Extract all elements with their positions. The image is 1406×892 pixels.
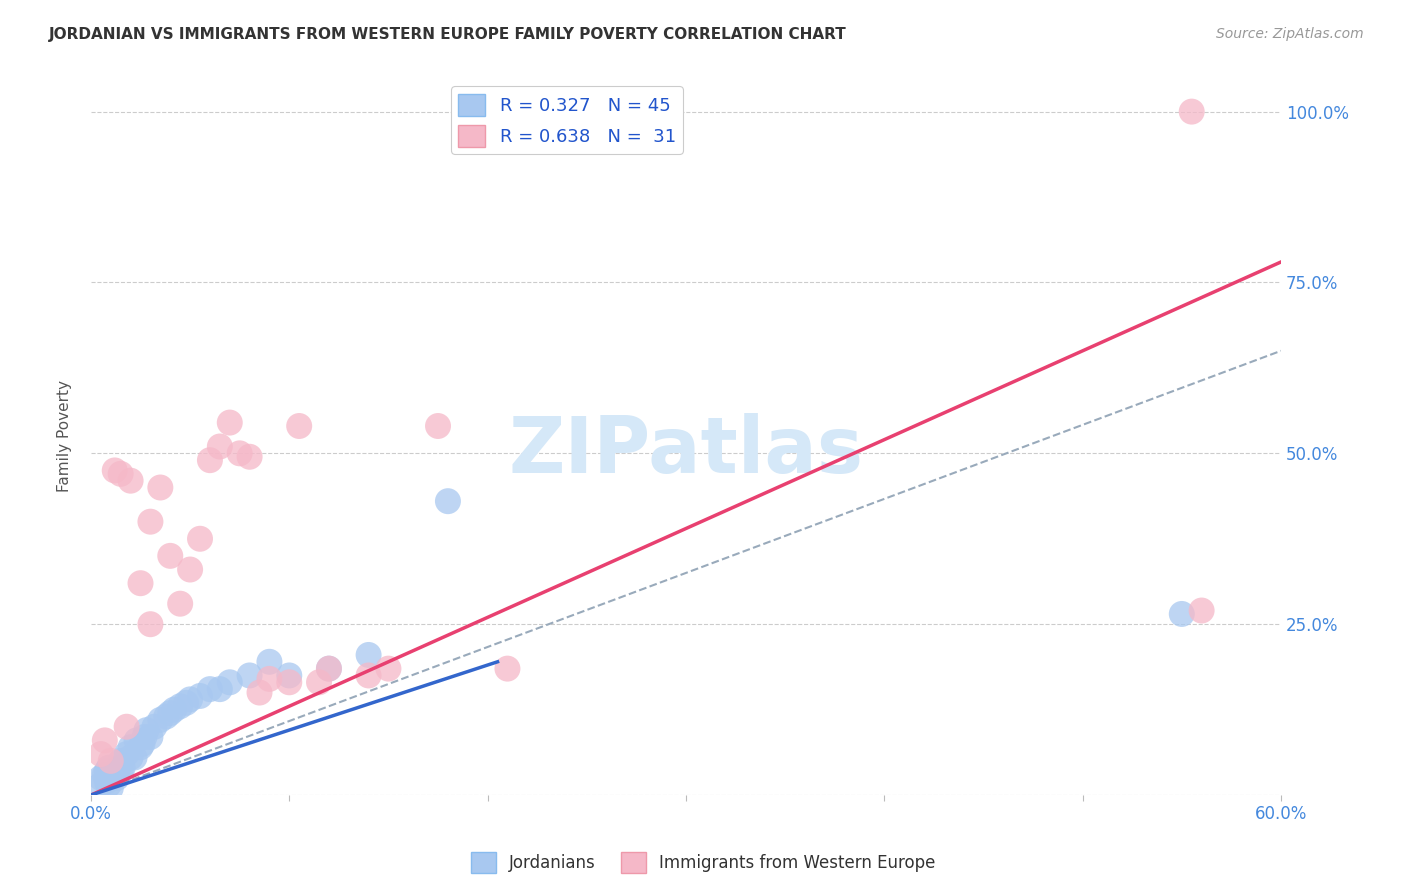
Point [104, 463, 127, 477]
Point [174, 696, 197, 710]
Legend: R = 0.327   N = 45, R = 0.638   N =  31: R = 0.327 N = 45, R = 0.638 N = 31 [451, 87, 683, 154]
Point [110, 467, 132, 481]
Point [139, 515, 162, 529]
Point [159, 706, 181, 720]
Point [100, 767, 122, 781]
Text: ZIPatlas: ZIPatlas [509, 413, 863, 489]
Point [120, 474, 142, 488]
Text: Source: ZipAtlas.com: Source: ZipAtlas.com [1216, 27, 1364, 41]
Point [239, 668, 262, 682]
Point [179, 692, 201, 706]
Point [259, 672, 281, 686]
Point [218, 675, 240, 690]
Point [125, 733, 148, 747]
Point [218, 416, 240, 430]
Point [188, 689, 211, 703]
Point [1191, 603, 1213, 617]
Point [308, 675, 330, 690]
Point [135, 723, 157, 738]
Point [100, 771, 122, 785]
Point [198, 682, 221, 697]
Point [318, 662, 340, 676]
Point [120, 740, 142, 755]
Point [228, 446, 250, 460]
Point [129, 740, 152, 755]
Text: JORDANIAN VS IMMIGRANTS FROM WESTERN EUROPE FAMILY POVERTY CORRELATION CHART: JORDANIAN VS IMMIGRANTS FROM WESTERN EUR… [49, 27, 846, 42]
Point [143, 720, 166, 734]
Point [278, 675, 301, 690]
Point [149, 481, 172, 495]
Point [124, 750, 146, 764]
Point [120, 750, 142, 764]
Point [239, 450, 262, 464]
Point [318, 662, 340, 676]
Point [159, 549, 181, 563]
Point [169, 699, 191, 714]
Point [100, 754, 122, 768]
Point [188, 532, 211, 546]
Point [107, 761, 129, 775]
Point [97, 761, 120, 775]
Y-axis label: Family Poverty: Family Poverty [58, 380, 72, 492]
Point [169, 597, 191, 611]
Point [1171, 607, 1194, 621]
Point [249, 685, 271, 699]
Point [96, 764, 118, 779]
Point [131, 737, 153, 751]
Point [278, 668, 301, 682]
Point [208, 682, 231, 697]
Point [97, 778, 120, 792]
Point [139, 730, 162, 744]
Point [437, 494, 460, 508]
Point [96, 774, 118, 789]
Point [163, 703, 186, 717]
Point [208, 440, 231, 454]
Point [110, 764, 132, 779]
Point [259, 655, 281, 669]
Point [129, 576, 152, 591]
Point [198, 453, 221, 467]
Point [357, 648, 380, 662]
Point [377, 662, 399, 676]
Point [115, 720, 138, 734]
Point [100, 781, 122, 796]
Legend: Jordanians, Immigrants from Western Europe: Jordanians, Immigrants from Western Euro… [464, 846, 942, 880]
Point [134, 730, 156, 744]
Point [90, 778, 112, 792]
Point [110, 754, 132, 768]
Point [94, 767, 117, 781]
Point [139, 617, 162, 632]
Point [288, 419, 311, 434]
Point [149, 713, 172, 727]
Point [1181, 104, 1204, 119]
Point [155, 709, 177, 723]
Point [105, 771, 128, 785]
Point [90, 771, 112, 785]
Point [104, 767, 127, 781]
Point [111, 761, 134, 775]
Point [90, 747, 112, 761]
Point [94, 733, 117, 747]
Point [496, 662, 519, 676]
Point [115, 747, 138, 761]
Point [357, 668, 380, 682]
Point [179, 562, 201, 576]
Point [427, 419, 450, 434]
